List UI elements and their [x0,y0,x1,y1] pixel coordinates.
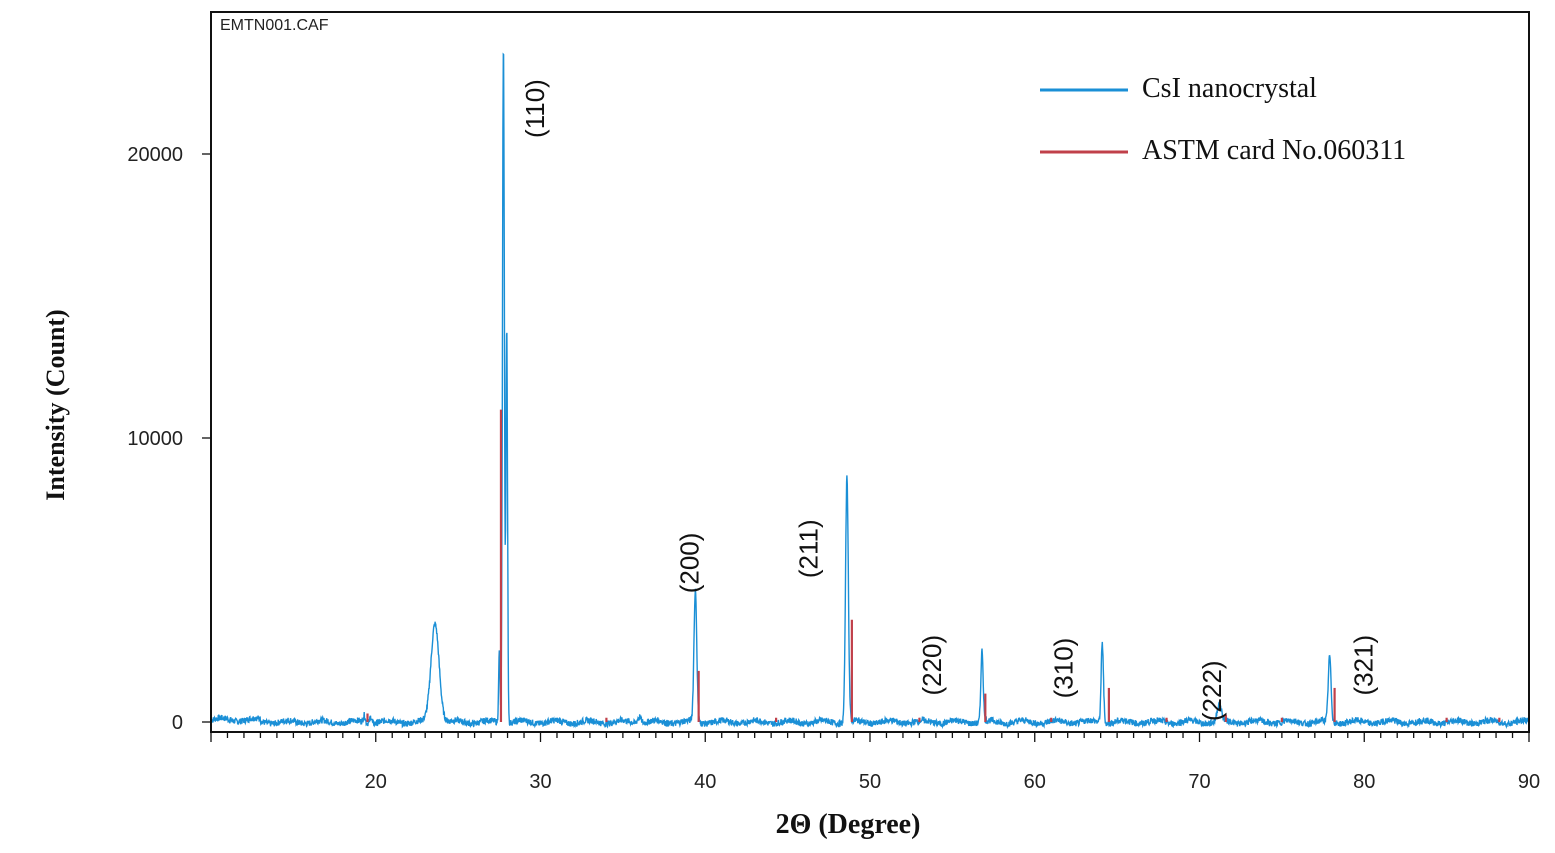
y-tick-label: 0 [172,712,183,734]
axes: 20 30 40 50 60 70 80 90 0 10000 20000 [127,11,1540,793]
file-label: EMTN001.CAF [220,17,329,34]
x-tick-label: 90 [1518,771,1540,793]
legend-label: CsI nanocrystal [1142,73,1317,104]
peak-label: (222) [1197,660,1227,721]
peak-label: (200) [675,533,705,594]
plot-frame [210,11,1530,733]
y-axis-title: Intensity (Count) [41,309,70,500]
x-tick-label: 30 [529,771,551,793]
x-tick-label: 70 [1188,771,1210,793]
peak-label: (310) [1049,638,1079,699]
y-tick-label: 20000 [127,144,183,166]
x-axis-title: 2Θ (Degree) [776,809,921,840]
peak-label: (220) [917,635,947,696]
legend-label: ASTM card No.060311 [1142,135,1406,166]
x-tick-label: 20 [365,771,387,793]
x-tick-label: 50 [859,771,881,793]
peak-label: (321) [1348,635,1378,696]
series-layer [210,52,1530,730]
legend: CsI nanocrystal ASTM card No.060311 [1040,73,1406,166]
y-tick-label: 10000 [127,428,183,450]
peak-label: (211) [793,519,823,578]
peak-label: (110) [520,79,550,138]
x-tick-label: 40 [694,771,716,793]
peak-annotations: (110) (200) (211) (220) (310) (222) (321) [520,79,1379,721]
x-tick-label: 60 [1024,771,1046,793]
series-line-csi-nanocrystal [210,52,1530,730]
x-tick-label: 80 [1353,771,1375,793]
